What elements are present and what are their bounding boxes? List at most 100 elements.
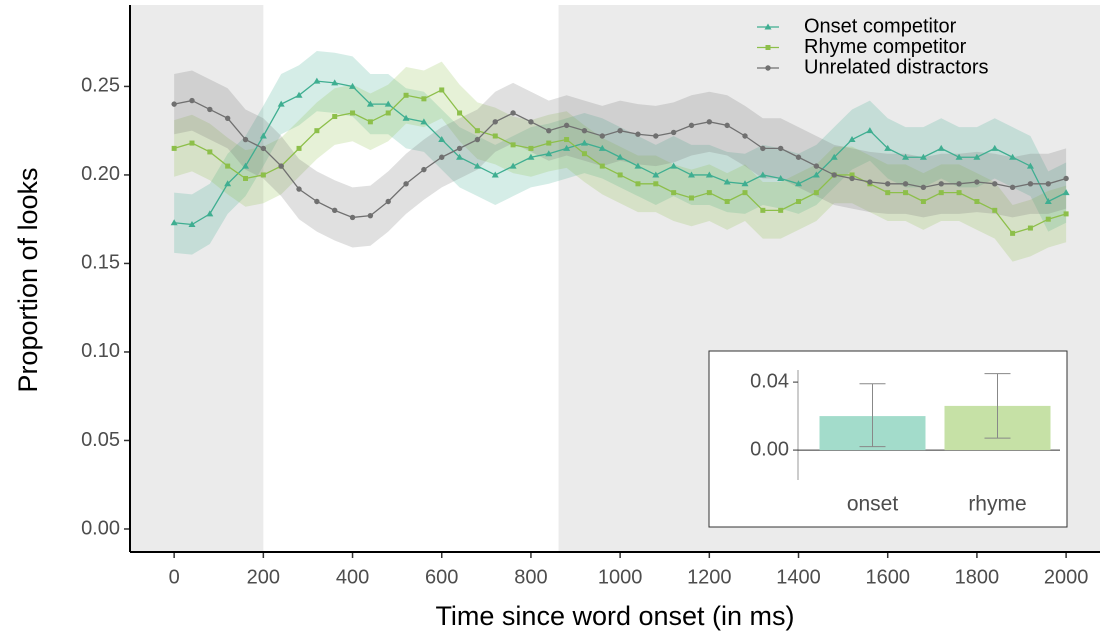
marker bbox=[777, 145, 784, 152]
legend-marker bbox=[765, 65, 771, 71]
marker bbox=[492, 133, 498, 139]
marker bbox=[296, 186, 302, 192]
marker bbox=[920, 184, 927, 191]
marker bbox=[385, 198, 391, 205]
marker bbox=[795, 180, 803, 187]
x-tick-label: 1800 bbox=[955, 566, 1000, 588]
marker bbox=[439, 154, 445, 160]
marker bbox=[350, 110, 356, 116]
marker bbox=[742, 133, 748, 139]
marker bbox=[509, 162, 517, 169]
marker bbox=[706, 190, 712, 196]
y-tick-label: 0.05 bbox=[81, 429, 120, 451]
y-tick-label: 0.20 bbox=[81, 163, 120, 185]
marker bbox=[742, 190, 748, 196]
x-tick-label: 2000 bbox=[1044, 566, 1089, 588]
marker bbox=[421, 166, 427, 173]
inset-error-bar bbox=[984, 373, 1011, 439]
inset-y-tick-label: 0.00 bbox=[750, 438, 789, 460]
marker bbox=[635, 131, 641, 137]
marker bbox=[366, 100, 374, 107]
marker bbox=[1027, 225, 1033, 231]
marker bbox=[456, 153, 464, 160]
marker bbox=[510, 142, 516, 148]
marker bbox=[885, 181, 891, 187]
marker bbox=[546, 140, 552, 146]
marker bbox=[491, 171, 499, 178]
x-tick-label: 800 bbox=[514, 566, 547, 588]
marker bbox=[402, 114, 410, 121]
marker bbox=[224, 115, 231, 121]
marker bbox=[581, 127, 588, 134]
x-tick-label: 600 bbox=[425, 566, 458, 588]
marker bbox=[973, 153, 981, 160]
marker bbox=[599, 133, 605, 139]
marker bbox=[777, 174, 785, 181]
marker bbox=[813, 190, 819, 196]
marker bbox=[1026, 162, 1034, 169]
marker bbox=[528, 145, 534, 151]
marker bbox=[439, 87, 445, 93]
marker bbox=[224, 180, 232, 187]
x-tick-label: 400 bbox=[336, 566, 369, 588]
marker bbox=[885, 190, 891, 196]
marker bbox=[956, 190, 962, 196]
marker bbox=[616, 153, 624, 160]
marker bbox=[385, 110, 391, 116]
marker bbox=[974, 179, 980, 185]
confidence-band bbox=[174, 51, 1067, 255]
marker bbox=[919, 153, 927, 160]
marker bbox=[277, 100, 285, 107]
marker bbox=[830, 153, 838, 160]
marker bbox=[225, 163, 231, 169]
marker bbox=[1027, 181, 1034, 187]
marker bbox=[278, 163, 284, 169]
marker bbox=[206, 210, 214, 217]
x-tick-label: 200 bbox=[247, 566, 280, 588]
inset-x-tick-label: onset bbox=[847, 493, 899, 516]
marker bbox=[492, 119, 498, 125]
marker bbox=[243, 175, 249, 181]
legend-label: Rhyme competitor bbox=[804, 36, 967, 58]
marker bbox=[242, 162, 250, 169]
marker bbox=[635, 181, 641, 187]
marker bbox=[866, 127, 874, 134]
y-tick-label: 0.00 bbox=[81, 517, 120, 539]
marker bbox=[634, 162, 642, 169]
marker bbox=[848, 136, 856, 143]
marker bbox=[795, 154, 802, 160]
marker bbox=[849, 172, 855, 178]
marker bbox=[617, 127, 623, 134]
marker bbox=[974, 198, 980, 204]
marker bbox=[956, 181, 962, 187]
marker bbox=[938, 190, 944, 196]
marker bbox=[991, 144, 999, 151]
marker bbox=[759, 171, 767, 178]
marker bbox=[670, 162, 678, 169]
marker bbox=[937, 144, 945, 151]
marker bbox=[545, 150, 553, 157]
marker bbox=[867, 179, 873, 185]
marker bbox=[1063, 175, 1069, 182]
y-tick-label: 0.25 bbox=[81, 75, 120, 97]
marker bbox=[242, 136, 249, 143]
marker bbox=[688, 122, 695, 129]
marker bbox=[474, 136, 481, 143]
marker bbox=[1045, 216, 1051, 222]
marker bbox=[189, 97, 195, 104]
marker bbox=[457, 110, 463, 116]
marker bbox=[474, 128, 480, 134]
marker bbox=[1009, 153, 1017, 160]
marker bbox=[778, 207, 784, 213]
marker bbox=[580, 139, 588, 146]
marker bbox=[384, 100, 392, 107]
legend-label: Unrelated distractors bbox=[804, 56, 989, 78]
marker bbox=[207, 106, 213, 113]
marker bbox=[510, 110, 516, 116]
marker bbox=[598, 144, 606, 151]
shaded-region bbox=[130, 5, 264, 552]
marker bbox=[171, 101, 177, 107]
marker bbox=[367, 119, 373, 125]
legend-label: Onset competitor bbox=[804, 15, 957, 37]
